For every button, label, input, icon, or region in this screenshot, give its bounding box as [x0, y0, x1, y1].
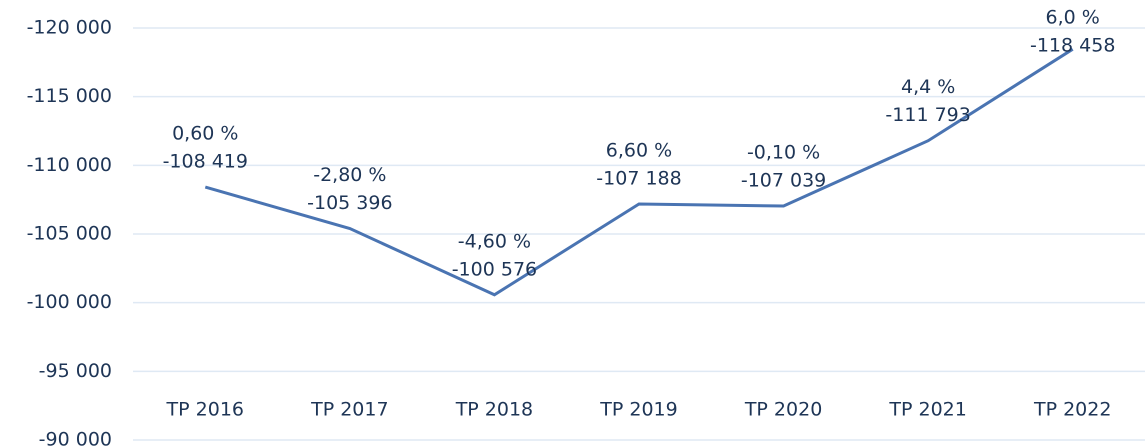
data-label: -111 793	[885, 104, 970, 126]
data-label: -107 039	[741, 169, 826, 191]
line	[204, 47, 1074, 297]
data-label: -100 576	[452, 258, 537, 280]
annotation: 4,4 %	[901, 76, 955, 98]
x-tick-label: TP 2016	[166, 399, 244, 421]
data-label: -107 188	[596, 167, 681, 189]
x-tick-label: TP 2017	[310, 399, 388, 421]
y-tick-label: -105 000	[27, 223, 112, 245]
y-tick-label: -90 000	[39, 429, 112, 448]
x-tick-label: TP 2021	[888, 399, 966, 421]
x-tick-label: TP 2020	[744, 399, 822, 421]
x-tick-label: TP 2019	[599, 399, 677, 421]
annotation: -2,80 %	[313, 164, 386, 186]
annotation: 6,0 %	[1046, 7, 1100, 29]
y-tick-label: -115 000	[27, 85, 112, 107]
annotation: -4,60 %	[458, 230, 531, 252]
data-label: -108 419	[163, 151, 248, 173]
x-tick-label: TP 2018	[455, 399, 533, 421]
y-tick-label: -100 000	[27, 291, 112, 313]
data-label: -118 458	[1030, 35, 1115, 57]
annotation: 0,60 %	[172, 123, 238, 145]
y-tick-label: -110 000	[27, 154, 112, 176]
annotation: -0,10 %	[747, 141, 820, 163]
x-tick-label: TP 2022	[1033, 399, 1111, 421]
data-label: -105 396	[307, 192, 392, 214]
annotation: 6,60 %	[606, 139, 672, 161]
y-tick-label: -95 000	[39, 360, 112, 382]
y-tick-label: -120 000	[27, 17, 112, 39]
